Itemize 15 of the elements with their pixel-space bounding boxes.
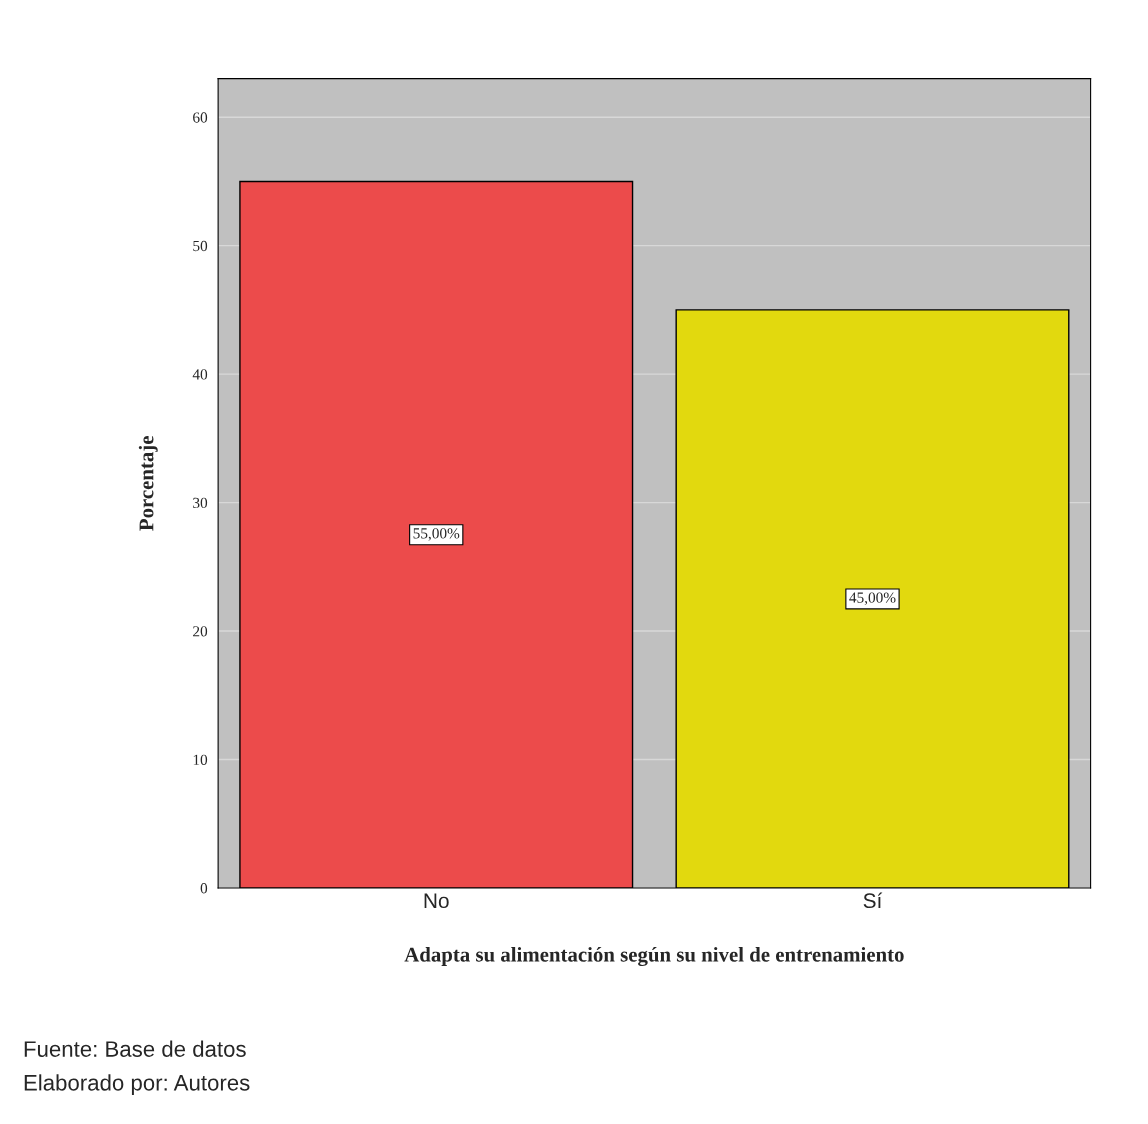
x-tick-label: Sí [863, 892, 883, 909]
y-tick-label: 10 [193, 754, 208, 765]
y-tick-label: 60 [193, 112, 208, 123]
y-tick-label: 50 [193, 240, 208, 252]
y-tick-label: 20 [193, 626, 208, 637]
y-tick-label: 30 [193, 497, 208, 509]
y-tick-label: 40 [192, 369, 208, 380]
text: Elaborado por: Autores [24, 1074, 250, 1096]
y-axis-title: Porcentaje [138, 436, 158, 531]
x-tick-label: No [424, 893, 449, 909]
data-label: 45,00% [849, 592, 896, 605]
data-label: 55,00% [413, 528, 460, 541]
x-axis-title: Adapta su alimentación según su nivel de entrenamiento [404, 946, 904, 967]
source-note: Fuente: Base de datos [24, 1040, 246, 1057]
y-tick-label: 0 [200, 883, 208, 894]
